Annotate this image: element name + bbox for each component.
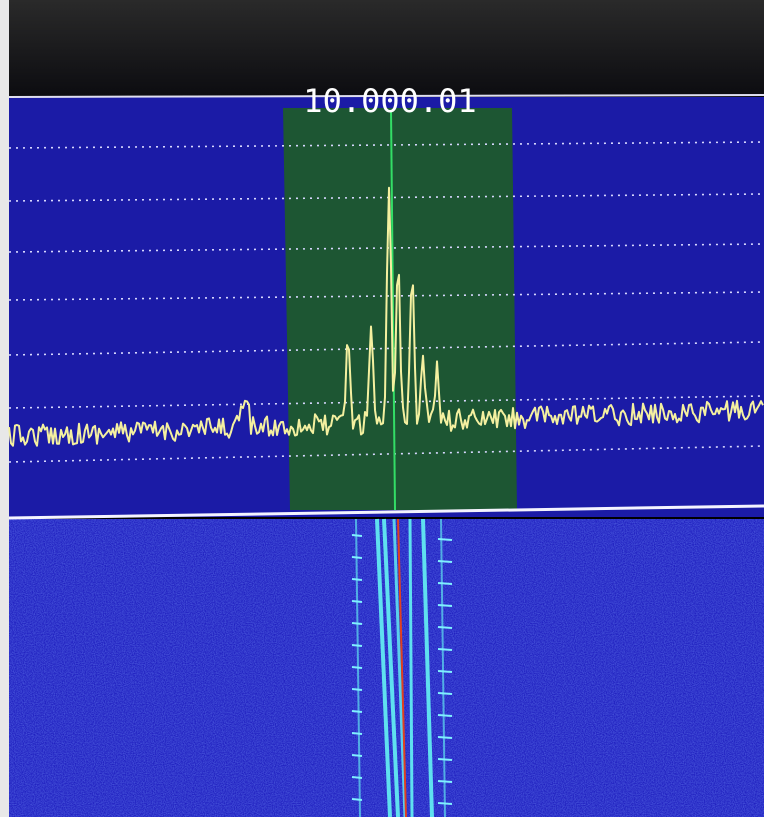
signal-dash <box>438 561 452 562</box>
signal-dash <box>438 583 452 584</box>
signal-dash <box>438 627 452 628</box>
signal-dash <box>438 715 452 716</box>
signal-dash <box>438 759 452 760</box>
page: {"frequency_label": "10.000.01"} 10.000.… <box>0 0 764 817</box>
signal-dash <box>352 733 362 734</box>
signal-dash <box>352 645 362 646</box>
signal-dash <box>438 649 452 650</box>
signal-dash <box>438 693 452 694</box>
signal-streak <box>410 519 412 817</box>
signal-dash <box>352 755 362 756</box>
signal-dash <box>352 667 362 668</box>
signal-dash <box>438 605 452 606</box>
signal-dash <box>438 781 452 782</box>
sdr-screen: 10.000.01 <box>0 0 764 817</box>
signal-dash <box>438 803 452 804</box>
signal-dash <box>352 601 362 602</box>
frequency-label: 10.000.01 <box>303 82 476 120</box>
signal-dash <box>352 689 362 690</box>
signal-dash <box>352 799 362 800</box>
signal-dash <box>438 671 452 672</box>
signal-dash <box>438 539 452 540</box>
left-border <box>0 0 9 817</box>
signal-dash <box>438 737 452 738</box>
signal-dash <box>352 535 362 536</box>
signal-dash <box>352 623 362 624</box>
signal-dash <box>352 777 362 778</box>
signal-dash <box>352 711 362 712</box>
signal-dash <box>352 579 362 580</box>
signal-dash <box>352 557 362 558</box>
